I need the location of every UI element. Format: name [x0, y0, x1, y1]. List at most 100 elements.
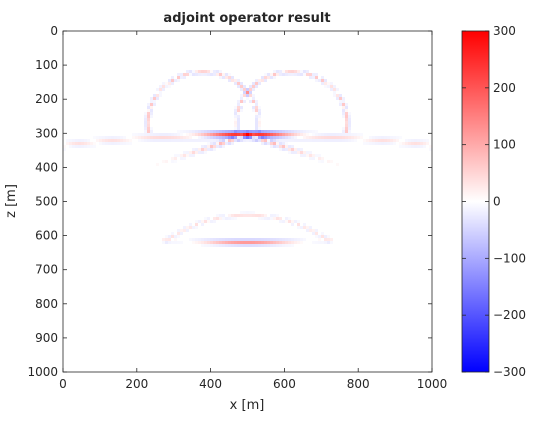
heatmap-cell [258, 121, 261, 124]
heatmap-cell [198, 130, 201, 133]
heatmap-cell [225, 136, 228, 139]
heatmap-cell [219, 238, 222, 241]
heatmap-cell [249, 94, 252, 97]
heatmap-cell [324, 235, 327, 238]
heatmap-cell [150, 133, 153, 136]
heatmap-cell [333, 139, 336, 142]
heatmap-cell [183, 157, 186, 160]
heatmap-cell [201, 73, 204, 76]
heatmap-cell [138, 139, 141, 142]
heatmap-cell [195, 226, 198, 229]
heatmap-cell [252, 100, 255, 103]
heatmap-cell [174, 79, 177, 82]
heatmap-cell [369, 136, 372, 139]
heatmap-cell [330, 160, 333, 163]
heatmap-cell [249, 130, 252, 133]
heatmap-cell [282, 238, 285, 241]
heatmap-cell [300, 130, 303, 133]
heatmap-cell [201, 223, 204, 226]
heatmap-cell [204, 217, 207, 220]
heatmap-cell [276, 130, 279, 133]
heatmap-cell [180, 241, 183, 244]
heatmap-cell [210, 244, 213, 247]
heatmap-cell [165, 85, 168, 88]
heatmap-cell [255, 112, 258, 115]
heatmap-cell [234, 121, 237, 124]
heatmap-cell [195, 151, 198, 154]
heatmap-cell [306, 154, 309, 157]
heatmap-cell [171, 136, 174, 139]
heatmap-cell [153, 133, 156, 136]
heatmap-cell [192, 241, 195, 244]
heatmap-cell [114, 136, 117, 139]
heatmap-cell [285, 133, 288, 136]
heatmap-cell [258, 118, 261, 121]
heatmap-cell [159, 91, 162, 94]
heatmap-cell [273, 238, 276, 241]
heatmap-cell [192, 226, 195, 229]
heatmap-cell [159, 85, 162, 88]
heatmap-cell [183, 226, 186, 229]
heatmap-cell [252, 130, 255, 133]
heatmap-cell [126, 139, 129, 142]
heatmap-cell [195, 70, 198, 73]
heatmap-cell [261, 130, 264, 133]
heatmap-cell [282, 136, 285, 139]
heatmap-cell [312, 76, 315, 79]
heatmap-cell [189, 133, 192, 136]
heatmap-cell [249, 244, 252, 247]
heatmap-cell [174, 133, 177, 136]
heatmap-cell [279, 136, 282, 139]
heatmap-cell [348, 124, 351, 127]
heatmap-cell [348, 121, 351, 124]
heatmap-cell [162, 85, 165, 88]
heatmap-cell [150, 139, 153, 142]
heatmap-cell [324, 82, 327, 85]
heatmap-cell [144, 136, 147, 139]
heatmap-cell [144, 115, 147, 118]
heatmap-cell [150, 100, 153, 103]
heatmap-cell [360, 133, 363, 136]
heatmap-cell [180, 130, 183, 133]
heatmap-cell [255, 106, 258, 109]
heatmap-cell [147, 124, 150, 127]
heatmap-cell [255, 115, 258, 118]
heatmap-cell [174, 241, 177, 244]
x-tick-label: 800 [347, 377, 370, 391]
heatmap-cell [270, 238, 273, 241]
heatmap-cell [408, 145, 411, 148]
heatmap-cell [258, 79, 261, 82]
heatmap-cell [288, 148, 291, 151]
heatmap-cell [297, 70, 300, 73]
heatmap-cell [234, 115, 237, 118]
heatmap-cell [318, 157, 321, 160]
heatmap-cell [210, 148, 213, 151]
heatmap-cell [150, 103, 153, 106]
y-tick-label: 900 [35, 331, 58, 345]
heatmap-cell [150, 136, 153, 139]
heatmap-cell [324, 133, 327, 136]
heatmap-cell [135, 133, 138, 136]
heatmap-cell [255, 133, 258, 136]
heatmap-cell [243, 100, 246, 103]
heatmap-cell [117, 142, 120, 145]
heatmap-cell [231, 136, 234, 139]
heatmap-cell [342, 100, 345, 103]
heatmap-cell [303, 151, 306, 154]
heatmap-cell [237, 244, 240, 247]
heatmap-cell [258, 127, 261, 130]
heatmap-cell [243, 88, 246, 91]
heatmap-cell [192, 151, 195, 154]
heatmap-cell [222, 244, 225, 247]
heatmap-cell [192, 73, 195, 76]
heatmap-cell [342, 130, 345, 133]
heatmap-cell [219, 130, 222, 133]
heatmap-cell [318, 235, 321, 238]
heatmap-cell [189, 151, 192, 154]
heatmap-cell [141, 133, 144, 136]
heatmap-cell [372, 136, 375, 139]
heatmap-cell [138, 133, 141, 136]
heatmap-cell [225, 142, 228, 145]
heatmap-cell [348, 115, 351, 118]
heatmap-cell [177, 229, 180, 232]
